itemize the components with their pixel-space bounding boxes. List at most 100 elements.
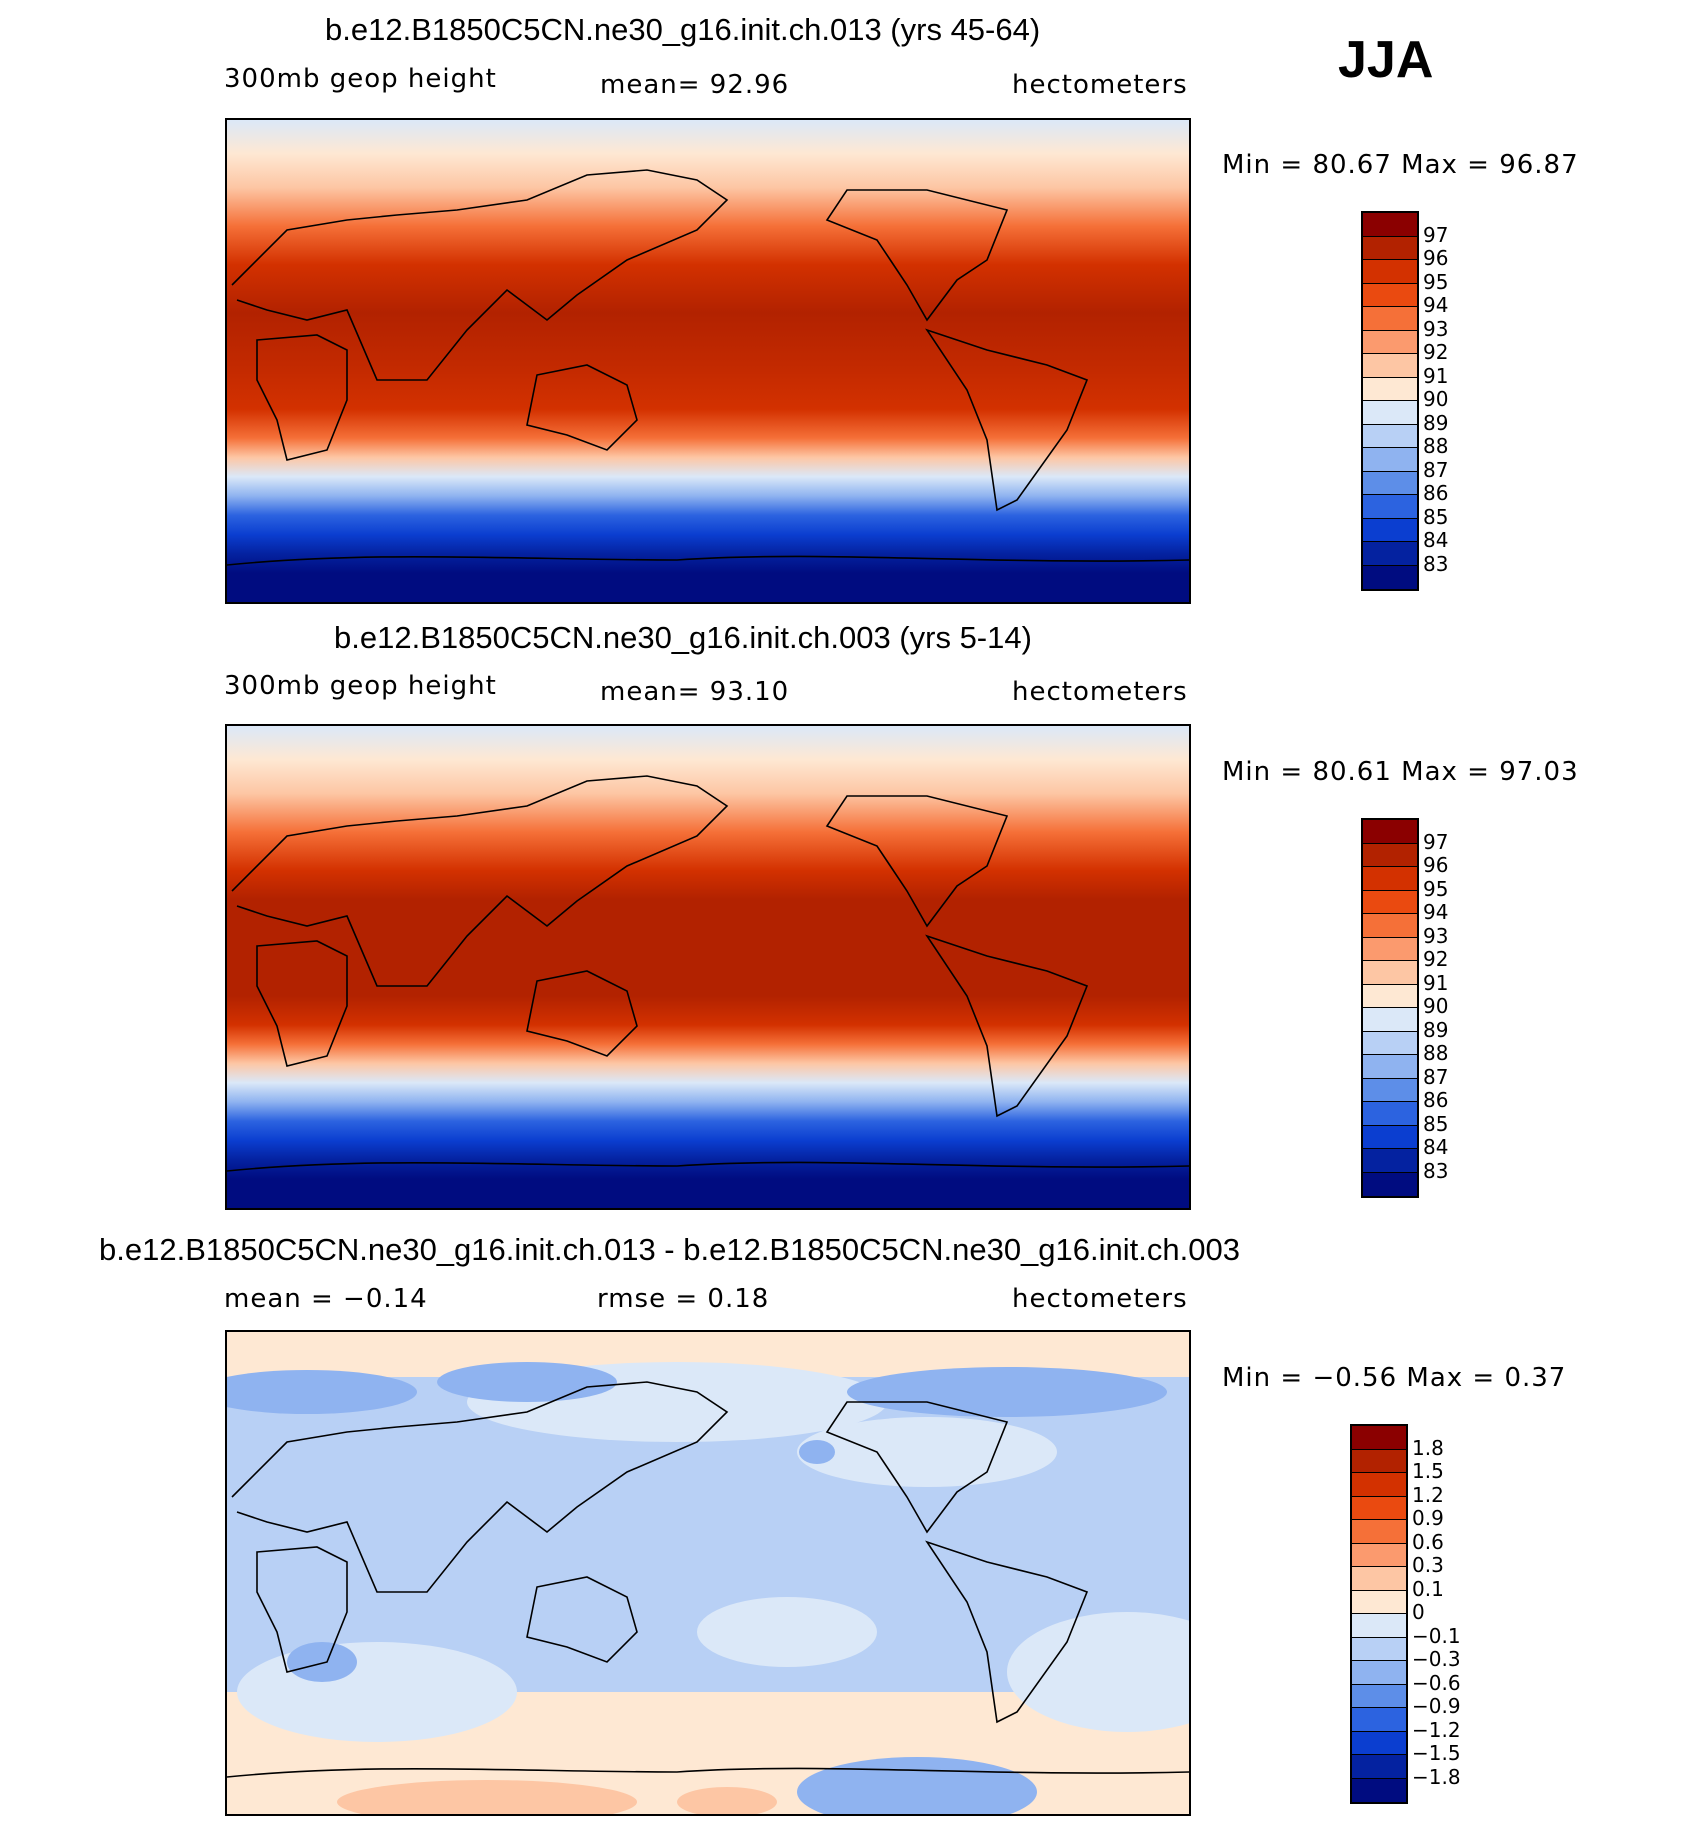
colorbar-2-swatch [1363, 867, 1417, 891]
colorbar-1-tick-label: 96 [1423, 246, 1449, 270]
colorbar-3-swatch [1352, 1778, 1406, 1802]
colorbar-2-tick-label: 86 [1423, 1088, 1449, 1112]
colorbar-2-swatch [1363, 1172, 1417, 1196]
colorbar-3-tick-label: −1.2 [1412, 1717, 1461, 1742]
panel-1-units-label: hectometers [1012, 70, 1188, 100]
colorbar-2-tick-label: 87 [1423, 1064, 1449, 1089]
colorbar-2-swatch [1363, 961, 1417, 985]
colorbar-3-tick-label: 1.8 [1412, 1435, 1444, 1460]
colorbar-1-swatch [1363, 424, 1417, 448]
colorbar-3-swatch [1352, 1661, 1406, 1685]
colorbar-1-tick-label: 86 [1423, 481, 1449, 505]
panel-1-title: b.e12.B1850C5CN.ne30_g16.init.ch.013 (yr… [325, 12, 1041, 47]
colorbar-2-swatch [1363, 1055, 1417, 1079]
colorbar-2-swatch [1363, 1149, 1417, 1173]
colorbar-3-swatch [1352, 1731, 1406, 1755]
colorbar-2-swatch [1363, 937, 1417, 961]
colorbar-3-tick-label: 1.5 [1412, 1459, 1444, 1483]
panel-2-title: b.e12.B1850C5CN.ne30_g16.init.ch.003 (yr… [334, 620, 1032, 655]
colorbar-2-swatch [1363, 914, 1417, 938]
colorbar-3-tick-label: 0 [1412, 1600, 1425, 1624]
colorbar-2-tick-label: 91 [1423, 970, 1449, 995]
panel-1-variable-label: 300mb geop height [224, 64, 497, 94]
colorbar-2-tick-label: 93 [1423, 923, 1449, 948]
colorbar-2-tick-label: 92 [1423, 947, 1449, 971]
panel-2-minmax: Min = 80.61 Max = 97.03 [1222, 757, 1579, 787]
colorbar-1-tick-label: 84 [1423, 528, 1449, 552]
panel-2-units-label: hectometers [1012, 677, 1188, 707]
colorbar-1-swatch [1363, 307, 1417, 331]
colorbar-2-tick-label: 88 [1423, 1041, 1449, 1065]
panel-2-colorbar [1361, 818, 1419, 1198]
colorbar-1-swatch [1363, 495, 1417, 519]
colorbar-1-tick-label: 97 [1423, 222, 1449, 247]
colorbar-1-tick-label: 94 [1423, 293, 1449, 317]
colorbar-3-swatch [1352, 1496, 1406, 1520]
panel-2-mean-label: mean= 93.10 [600, 677, 790, 707]
colorbar-2-tick-label: 97 [1423, 829, 1449, 854]
colorbar-2-tick-label: 85 [1423, 1111, 1449, 1136]
colorbar-3-tick-label: 0.6 [1412, 1529, 1444, 1554]
panel-2-variable-label: 300mb geop height [224, 671, 497, 701]
colorbar-1-tick-label: 83 [1423, 551, 1449, 576]
colorbar-2-swatch [1363, 1008, 1417, 1032]
colorbar-3-tick-label: −0.1 [1412, 1623, 1461, 1648]
colorbar-1-tick-label: 95 [1423, 269, 1449, 294]
colorbar-1-swatch [1363, 448, 1417, 472]
colorbar-2-swatch [1363, 984, 1417, 1008]
panel-1-colorbar [1361, 211, 1419, 591]
panel-1-minmax: Min = 80.67 Max = 96.87 [1222, 150, 1579, 180]
colorbar-3-swatch [1352, 1708, 1406, 1732]
colorbar-3-swatch [1352, 1590, 1406, 1614]
colorbar-3-swatch [1352, 1614, 1406, 1638]
colorbar-1-tick-label: 87 [1423, 457, 1449, 482]
colorbar-3-tick-label: −1.8 [1412, 1764, 1461, 1789]
colorbar-3-swatch [1352, 1449, 1406, 1473]
colorbar-1-swatch [1363, 518, 1417, 542]
colorbar-1-swatch [1363, 236, 1417, 260]
colorbar-3-tick-label: 1.2 [1412, 1482, 1444, 1507]
colorbar-1-swatch [1363, 260, 1417, 284]
colorbar-3-swatch [1352, 1520, 1406, 1544]
colorbar-2-swatch [1363, 890, 1417, 914]
season-label: JJA [1338, 31, 1434, 89]
colorbar-3-swatch [1352, 1684, 1406, 1708]
colorbar-3-swatch [1352, 1426, 1406, 1450]
panel-3-colorbar [1350, 1424, 1408, 1804]
panel-3-minmax: Min = −0.56 Max = 0.37 [1222, 1363, 1567, 1393]
colorbar-1-tick-label: 92 [1423, 340, 1449, 364]
colorbar-1-swatch [1363, 354, 1417, 378]
colorbar-2-tick-label: 95 [1423, 876, 1449, 901]
colorbar-3-tick-label: −0.3 [1412, 1647, 1461, 1671]
colorbar-2-swatch [1363, 820, 1417, 844]
colorbar-1-swatch [1363, 471, 1417, 495]
colorbar-3-tick-label: 0.3 [1412, 1553, 1444, 1577]
colorbar-3-tick-label: 0.9 [1412, 1506, 1444, 1530]
colorbar-3-tick-label: −0.6 [1412, 1670, 1461, 1695]
colorbar-3-swatch [1352, 1567, 1406, 1591]
colorbar-1-tick-label: 90 [1423, 387, 1449, 411]
colorbar-1-tick-label: 91 [1423, 363, 1449, 388]
colorbar-1-tick-label: 93 [1423, 316, 1449, 341]
colorbar-2-tick-label: 96 [1423, 853, 1449, 877]
colorbar-1-tick-label: 85 [1423, 504, 1449, 529]
colorbar-2-tick-label: 83 [1423, 1158, 1449, 1183]
colorbar-3-swatch [1352, 1543, 1406, 1567]
panel-3-mean-label: mean = −0.14 [224, 1284, 428, 1314]
colorbar-1-swatch [1363, 377, 1417, 401]
colorbar-3-tick-label: −0.9 [1412, 1694, 1461, 1718]
panel-2-map [225, 724, 1191, 1210]
colorbar-3-tick-label: −1.5 [1412, 1741, 1461, 1765]
colorbar-1-tick-label: 88 [1423, 434, 1449, 458]
colorbar-1-swatch [1363, 565, 1417, 589]
colorbar-1-swatch [1363, 213, 1417, 237]
colorbar-2-swatch [1363, 843, 1417, 867]
colorbar-1-swatch [1363, 542, 1417, 566]
colorbar-1-tick-label: 89 [1423, 410, 1449, 435]
colorbar-1-swatch [1363, 283, 1417, 307]
colorbar-1-swatch [1363, 330, 1417, 354]
colorbar-1-swatch [1363, 401, 1417, 425]
panel-1-map [225, 118, 1191, 604]
colorbar-2-tick-label: 89 [1423, 1017, 1449, 1042]
panel-3-units-label: hectometers [1012, 1284, 1188, 1314]
